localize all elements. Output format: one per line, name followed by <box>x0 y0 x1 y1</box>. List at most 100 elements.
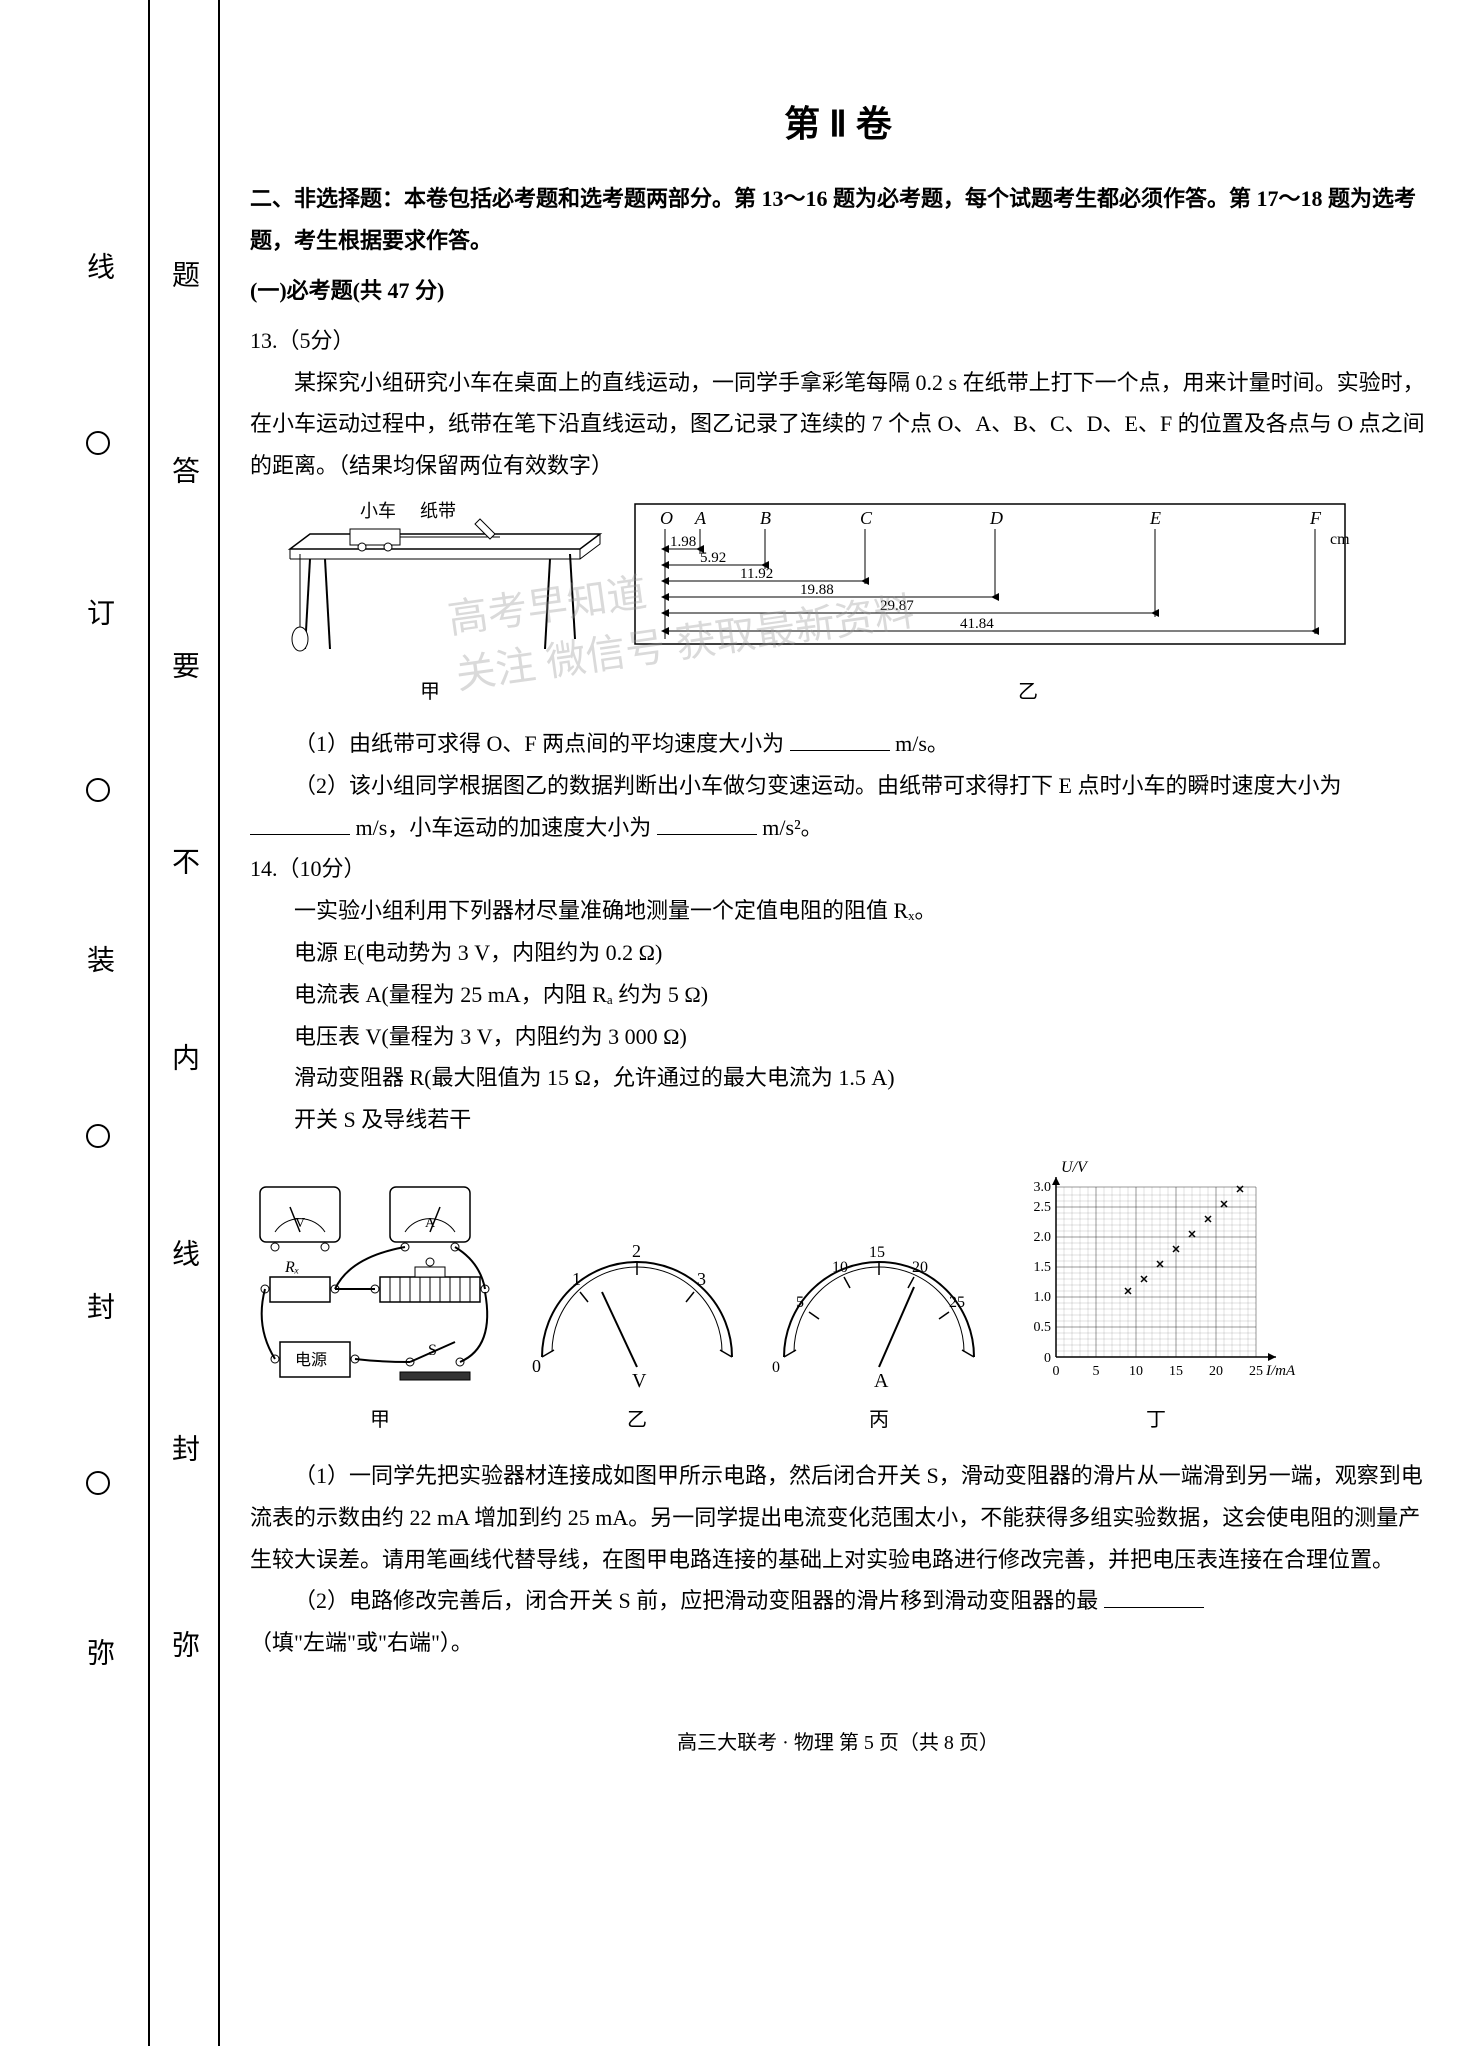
margin-circle-icon <box>86 1124 110 1148</box>
svg-text:5.92: 5.92 <box>700 550 726 566</box>
svg-text:0.5: 0.5 <box>1034 1320 1052 1335</box>
margin-char: 弥 <box>78 1638 118 1674</box>
svg-text:5: 5 <box>1093 1364 1100 1379</box>
svg-text:41.84: 41.84 <box>960 616 994 632</box>
svg-text:15: 15 <box>869 1244 885 1261</box>
fig-label-jia: 甲 <box>250 673 610 711</box>
figure-yi-ruler: O A B C D E F cm <box>630 499 1426 711</box>
margin-circle-icon <box>86 778 110 802</box>
q13-body: 某探究小组研究小车在桌面上的直线运动，一同学手拿彩笔每隔 0.2 s 在纸带上打… <box>250 362 1426 487</box>
voltmeter-dial-yi: 0 1 2 3 V 乙 <box>522 1237 752 1439</box>
svg-text:2.5: 2.5 <box>1034 1200 1052 1215</box>
svg-text:15: 15 <box>1169 1364 1183 1379</box>
svg-text:20: 20 <box>912 1259 928 1276</box>
svg-text:1.0: 1.0 <box>1034 1290 1052 1305</box>
circuit-figure-jia: V A Rₓ <box>250 1177 510 1439</box>
margin-char: 不 <box>163 847 203 883</box>
svg-text:A: A <box>425 1216 436 1231</box>
exam-content: 第 Ⅱ 卷 二、非选择题：本卷包括必考题和选考题两部分。第 13～16 题为必考… <box>220 0 1476 2046</box>
svg-text:1.98: 1.98 <box>670 534 696 550</box>
svg-text:29.87: 29.87 <box>880 598 914 614</box>
q13-sub1: （1）由纸带可求得 O、F 两点间的平均速度大小为 m/s。 <box>250 723 1426 765</box>
q13-sub1-unit: m/s。 <box>895 731 949 756</box>
section-instructions: 二、非选择题：本卷包括必考题和选考题两部分。第 13～16 题为必考题，每个试题… <box>250 178 1426 262</box>
list-item: 开关 S 及导线若干 <box>294 1099 1426 1141</box>
binding-margin-inner: 题 答 要 不 内 线 封 弥 <box>150 0 220 2046</box>
margin-circle-icon <box>86 1471 110 1495</box>
svg-text:3.0: 3.0 <box>1034 1180 1052 1195</box>
svg-text:S: S <box>428 1342 437 1359</box>
margin-char: 线 <box>163 1239 203 1275</box>
section-title: 第 Ⅱ 卷 <box>250 90 1426 158</box>
svg-text:25: 25 <box>1249 1364 1263 1379</box>
equipment-list: 电源 E(电动势为 3 V，内阻约为 0.2 Ω) 电流表 A(量程为 25 m… <box>294 932 1426 1141</box>
svg-text:D: D <box>989 508 1003 528</box>
svg-text:B: B <box>760 508 771 528</box>
fig-label: 丁 <box>1006 1401 1306 1439</box>
svg-text:10: 10 <box>1129 1364 1143 1379</box>
svg-text:A: A <box>874 1370 889 1392</box>
margin-char: 封 <box>163 1434 203 1470</box>
margin-char: 装 <box>78 945 118 981</box>
svg-text:A: A <box>694 508 707 528</box>
answer-blank[interactable] <box>790 725 890 751</box>
svg-text:2: 2 <box>632 1241 641 1261</box>
svg-text:V: V <box>295 1216 305 1231</box>
answer-blank[interactable] <box>657 808 757 834</box>
svg-text:5: 5 <box>796 1294 804 1311</box>
q13-sub2-text: （2）该小组同学根据图乙的数据判断出小车做匀变速运动。由纸带可求得打下 E 点时… <box>294 773 1341 798</box>
svg-text:cm: cm <box>1330 531 1350 548</box>
q14-body: 一实验小组利用下列器材尽量准确地测量一个定值电阻的阻值 Rₓ。 <box>250 890 1426 932</box>
fig-label: 甲 <box>250 1401 510 1439</box>
q14-sub1: （1）一同学先把实验器材连接成如图甲所示电路，然后闭合开关 S，滑动变阻器的滑片… <box>250 1455 1426 1580</box>
svg-text:C: C <box>860 508 873 528</box>
svg-text:25: 25 <box>949 1294 965 1311</box>
fig-label: 丙 <box>764 1401 994 1439</box>
svg-text:0: 0 <box>1053 1364 1060 1379</box>
svg-text:U/V: U/V <box>1061 1159 1089 1176</box>
q13-number: 13.（5分） <box>250 320 1426 362</box>
q13-sub1-text: （1）由纸带可求得 O、F 两点间的平均速度大小为 <box>294 731 784 756</box>
margin-char: 要 <box>163 651 203 687</box>
figure-jiaa-table: 小车 纸带 <box>250 499 610 711</box>
margin-char: 题 <box>163 260 203 296</box>
svg-text:F: F <box>1309 508 1322 528</box>
ammeter-dial-bing: 0 5 10 15 20 25 A 丙 <box>764 1237 994 1439</box>
margin-char: 订 <box>78 598 118 634</box>
margin-char: 答 <box>163 456 203 492</box>
svg-text:电源: 电源 <box>295 1351 327 1369</box>
car-label: 小车 <box>360 501 396 521</box>
margin-char: 封 <box>78 1292 118 1328</box>
svg-text:1.5: 1.5 <box>1034 1260 1052 1275</box>
fig-label-yi: 乙 <box>630 673 1426 711</box>
svg-text:E: E <box>1149 508 1161 528</box>
q14-sub2: （2）电路修改完善后，闭合开关 S 前，应把滑动变阻器的滑片移到滑动变阻器的最 … <box>250 1580 1426 1664</box>
list-item: 电流表 A(量程为 25 mA，内阻 Rₐ 约为 5 Ω) <box>294 974 1426 1016</box>
answer-blank[interactable] <box>1104 1582 1204 1608</box>
q13-sub2-unit: m/s²。 <box>762 815 822 840</box>
q14-number: 14.（10分） <box>250 848 1426 890</box>
answer-blank[interactable] <box>250 808 350 834</box>
list-item: 电源 E(电动势为 3 V，内阻约为 0.2 Ω) <box>294 932 1426 974</box>
svg-text:1: 1 <box>572 1269 581 1289</box>
q13-sub2: （2）该小组同学根据图乙的数据判断出小车做匀变速运动。由纸带可求得打下 E 点时… <box>250 765 1426 849</box>
svg-text:10: 10 <box>832 1259 848 1276</box>
margin-circle-icon <box>86 431 110 455</box>
svg-text:3: 3 <box>697 1269 706 1289</box>
svg-text:V: V <box>632 1370 647 1392</box>
margin-char: 内 <box>163 1043 203 1079</box>
svg-text:O: O <box>660 508 673 528</box>
q14-sub2-text: （2）电路修改完善后，闭合开关 S 前，应把滑动变阻器的滑片移到滑动变阻器的最 <box>294 1588 1098 1613</box>
svg-text:0: 0 <box>532 1356 541 1376</box>
svg-text:19.88: 19.88 <box>800 582 834 598</box>
page-footer: 高三大联考 · 物理 第 5 页（共 8 页） <box>250 1724 1426 1762</box>
margin-char: 弥 <box>163 1630 203 1666</box>
binding-margin-outer: 线 订 装 封 弥 <box>0 0 150 2046</box>
svg-text:0: 0 <box>772 1359 780 1376</box>
tape-label: 纸带 <box>420 501 456 521</box>
list-item: 滑动变阻器 R(最大阻值为 15 Ω，允许通过的最大电流为 1.5 A) <box>294 1057 1426 1099</box>
chart-ding: U/V <box>1006 1157 1306 1439</box>
svg-text:0: 0 <box>1044 1351 1051 1366</box>
fig-label: 乙 <box>522 1401 752 1439</box>
svg-text:11.92: 11.92 <box>740 566 773 582</box>
